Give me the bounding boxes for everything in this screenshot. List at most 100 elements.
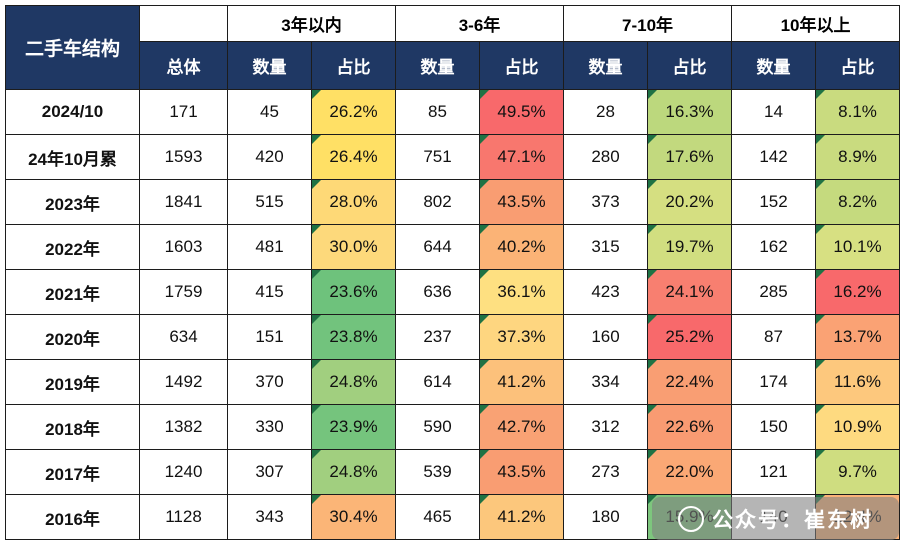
row-label: 2024/10 bbox=[5, 89, 140, 135]
qty-cell: 312 bbox=[563, 404, 649, 450]
qty-cell: 142 bbox=[731, 134, 817, 180]
share-cell: 41.2% bbox=[478, 359, 565, 405]
share-cell: 24.8% bbox=[311, 359, 396, 405]
share-cell: 17.6% bbox=[647, 134, 733, 180]
table-row: 2019年 1492 370 24.8% 614 41.2% 334 22.4%… bbox=[5, 359, 901, 405]
share-cell: 36.1% bbox=[478, 269, 565, 315]
row-label: 2019年 bbox=[5, 359, 140, 405]
share-header: 占比 bbox=[647, 41, 733, 90]
qty-header: 数量 bbox=[395, 41, 480, 90]
row-label: 2021年 bbox=[5, 269, 140, 315]
qty-cell: 334 bbox=[563, 359, 649, 405]
total-cell: 1603 bbox=[139, 224, 228, 270]
qty-cell: 614 bbox=[395, 359, 480, 405]
qty-cell: 174 bbox=[731, 359, 817, 405]
share-cell: 43.5% bbox=[478, 449, 565, 495]
qty-cell: 28 bbox=[563, 89, 649, 135]
table-row: 2020年 634 151 23.8% 237 37.3% 160 25.2% … bbox=[5, 314, 901, 360]
qty-cell: 423 bbox=[563, 269, 649, 315]
share-cell: 8.1% bbox=[815, 89, 901, 135]
share-cell: 20.2% bbox=[647, 179, 733, 225]
qty-cell: 237 bbox=[395, 314, 480, 360]
group-header-over10y: 10年以上 bbox=[731, 5, 901, 42]
qty-cell: 307 bbox=[227, 449, 312, 495]
used-car-structure-table: 二手车结构 3年以内 3-6年 7-10年 10年以上 总体 数量 占比 数量 … bbox=[5, 5, 901, 540]
watermark-logo-icon bbox=[678, 505, 704, 532]
qty-cell: 539 bbox=[395, 449, 480, 495]
share-cell: 30.0% bbox=[311, 224, 396, 270]
share-cell: 8.2% bbox=[815, 179, 901, 225]
qty-cell: 636 bbox=[395, 269, 480, 315]
watermark-text: 公众号：崔东树 bbox=[712, 508, 873, 532]
share-cell: 28.0% bbox=[311, 179, 396, 225]
qty-cell: 370 bbox=[227, 359, 312, 405]
row-label: 2018年 bbox=[5, 404, 140, 450]
total-cell: 1593 bbox=[139, 134, 228, 180]
share-cell: 8.9% bbox=[815, 134, 901, 180]
qty-cell: 87 bbox=[731, 314, 817, 360]
qty-cell: 150 bbox=[731, 404, 817, 450]
share-header: 占比 bbox=[311, 41, 396, 90]
share-cell: 25.2% bbox=[647, 314, 733, 360]
qty-cell: 151 bbox=[227, 314, 312, 360]
qty-cell: 14 bbox=[731, 89, 817, 135]
qty-cell: 273 bbox=[563, 449, 649, 495]
table-row: 2018年 1382 330 23.9% 590 42.7% 312 22.6%… bbox=[5, 404, 901, 450]
share-header: 占比 bbox=[815, 41, 901, 90]
share-cell: 43.5% bbox=[478, 179, 565, 225]
share-cell: 13.7% bbox=[815, 314, 901, 360]
total-cell: 1128 bbox=[139, 494, 228, 540]
sub-header-row: 总体 数量 占比 数量 占比 数量 占比 数量 占比 bbox=[6, 41, 901, 90]
share-cell: 23.6% bbox=[311, 269, 396, 315]
group-header-3to6y: 3-6年 bbox=[394, 5, 565, 42]
share-cell: 41.2% bbox=[478, 494, 565, 540]
group-header-row: 二手车结构 3年以内 3-6年 7-10年 10年以上 bbox=[5, 5, 901, 90]
qty-header: 数量 bbox=[731, 41, 817, 90]
qty-cell: 415 bbox=[227, 269, 312, 315]
qty-header: 数量 bbox=[227, 41, 312, 90]
qty-cell: 45 bbox=[227, 89, 312, 135]
total-cell: 1492 bbox=[139, 359, 228, 405]
qty-cell: 644 bbox=[395, 224, 480, 270]
share-header: 占比 bbox=[478, 41, 565, 90]
table-row: 2021年 1759 415 23.6% 636 36.1% 423 24.1%… bbox=[5, 269, 901, 315]
qty-header: 数量 bbox=[563, 41, 649, 90]
share-cell: 22.6% bbox=[647, 404, 733, 450]
qty-cell: 373 bbox=[563, 179, 649, 225]
qty-cell: 121 bbox=[731, 449, 817, 495]
share-cell: 42.7% bbox=[478, 404, 565, 450]
share-cell: 24.1% bbox=[647, 269, 733, 315]
qty-cell: 330 bbox=[227, 404, 312, 450]
qty-cell: 515 bbox=[227, 179, 312, 225]
share-cell: 24.8% bbox=[311, 449, 396, 495]
share-cell: 11.6% bbox=[815, 359, 901, 405]
group-header-under3y: 3年以内 bbox=[227, 5, 396, 42]
share-cell: 10.1% bbox=[815, 224, 901, 270]
share-cell: 26.4% bbox=[311, 134, 396, 180]
table-row: 24年10月累 1593 420 26.4% 751 47.1% 280 17.… bbox=[5, 134, 901, 180]
total-cell: 171 bbox=[139, 89, 228, 135]
table-row: 2022年 1603 481 30.0% 644 40.2% 315 19.7%… bbox=[5, 224, 901, 270]
total-cell: 634 bbox=[139, 314, 228, 360]
qty-cell: 160 bbox=[563, 314, 649, 360]
qty-cell: 751 bbox=[395, 134, 480, 180]
total-cell: 1841 bbox=[139, 179, 228, 225]
share-cell: 10.9% bbox=[815, 404, 901, 450]
share-cell: 49.5% bbox=[478, 89, 565, 135]
qty-cell: 465 bbox=[395, 494, 480, 540]
share-cell: 26.2% bbox=[311, 89, 396, 135]
share-cell: 22.0% bbox=[647, 449, 733, 495]
table-row: 2024/10 171 45 26.2% 85 49.5% 28 16.3% 1… bbox=[5, 89, 901, 135]
qty-cell: 590 bbox=[395, 404, 480, 450]
total-cell: 1382 bbox=[139, 404, 228, 450]
table-row: 2017年 1240 307 24.8% 539 43.5% 273 22.0%… bbox=[5, 449, 901, 495]
qty-cell: 420 bbox=[227, 134, 312, 180]
qty-cell: 152 bbox=[731, 179, 817, 225]
qty-cell: 802 bbox=[395, 179, 480, 225]
table-row: 2023年 1841 515 28.0% 802 43.5% 373 20.2%… bbox=[5, 179, 901, 225]
qty-cell: 180 bbox=[563, 494, 649, 540]
row-label: 2020年 bbox=[5, 314, 140, 360]
share-cell: 23.8% bbox=[311, 314, 396, 360]
share-cell: 30.4% bbox=[311, 494, 396, 540]
share-cell: 16.3% bbox=[647, 89, 733, 135]
